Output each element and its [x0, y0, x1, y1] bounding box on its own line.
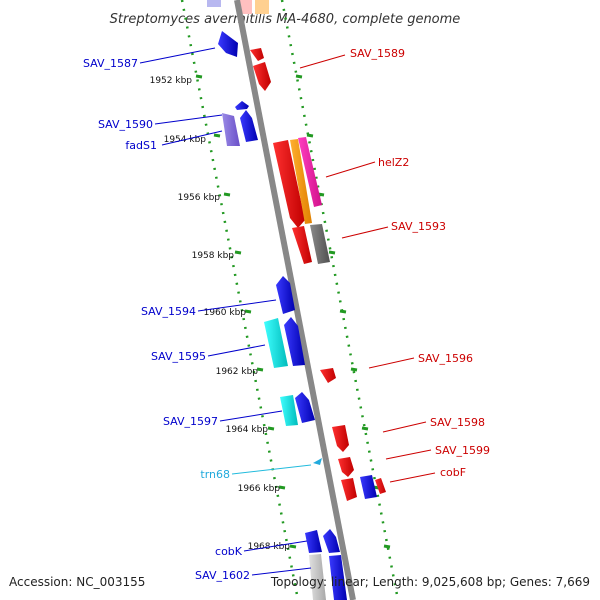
- gene-sav-1587[interactable]: [218, 31, 238, 57]
- label-sav-1593[interactable]: SAV_1593: [391, 220, 446, 233]
- gene-sav-1599[interactable]: [338, 457, 354, 477]
- gene-sav-1594[interactable]: [276, 276, 295, 314]
- track-right: [280, 0, 400, 600]
- leader-lines-left: [139, 47, 312, 576]
- gene-labels-right: SAV_1589 helZ2 SAV_1593 SAV_1596 SAV_159…: [350, 47, 490, 479]
- gene-helz2-red[interactable]: [273, 140, 305, 228]
- tick-label-1966: 1966 kbp: [238, 484, 281, 494]
- gene-sav-1590[interactable]: [240, 110, 258, 142]
- gene-top-3: [255, 0, 269, 14]
- gene-helz2-magenta[interactable]: [298, 137, 322, 207]
- gene-cobf[interactable]: [360, 475, 377, 499]
- label-sav-1602[interactable]: SAV_1602: [195, 569, 250, 582]
- gene-sav-1596[interactable]: [320, 368, 336, 383]
- gene-sav-1602[interactable]: [329, 555, 347, 600]
- label-sav-1589[interactable]: SAV_1589: [350, 47, 405, 60]
- leader-line-trn68: [231, 464, 312, 475]
- ticks-left: [195, 74, 297, 549]
- tick-label-1962: 1962 kbp: [216, 367, 259, 377]
- gene-sav-1589[interactable]: [253, 62, 271, 91]
- label-sav-1596[interactable]: SAV_1596: [418, 352, 473, 365]
- gene-sav-1602-silver[interactable]: [309, 554, 326, 600]
- gene-sav-1593-red[interactable]: [292, 226, 312, 264]
- tick-label-1958: 1958 kbp: [192, 251, 235, 261]
- gene-sav-1593-gray[interactable]: [310, 224, 330, 264]
- gene-fads1[interactable]: [222, 113, 240, 146]
- forward-genes: [218, 31, 347, 600]
- label-sav-1595[interactable]: SAV_1595: [151, 350, 206, 363]
- accession-text: Accession: NC_003155: [9, 575, 145, 589]
- gene-cobk-2[interactable]: [323, 529, 340, 553]
- gene-sav-1597-cyan[interactable]: [280, 395, 298, 426]
- label-cobk[interactable]: cobK: [215, 545, 243, 558]
- gene-sav-1595-cyan[interactable]: [264, 318, 288, 368]
- summary-text: Topology: linear; Length: 9,025,608 bp; …: [270, 575, 590, 589]
- gene-labels-left: SAV_1587 SAV_1590 fadS1 SAV_1594 SAV_159…: [83, 57, 250, 582]
- gene-sav-1595[interactable]: [284, 317, 305, 366]
- gene-trn68[interactable]: [313, 458, 322, 465]
- label-helz2[interactable]: helZ2: [378, 156, 409, 169]
- ticks-right: [295, 74, 391, 549]
- tick-label-1964: 1964 kbp: [226, 425, 269, 435]
- label-sav-1599[interactable]: SAV_1599: [435, 444, 490, 457]
- label-sav-1594[interactable]: SAV_1594: [141, 305, 196, 318]
- label-sav-1598[interactable]: SAV_1598: [430, 416, 485, 429]
- label-fads1[interactable]: fadS1: [125, 139, 157, 152]
- gene-small-forward[interactable]: [235, 101, 249, 110]
- label-cobf[interactable]: cobF: [440, 466, 466, 479]
- gene-cobf-tip[interactable]: [375, 478, 386, 494]
- backbone: [234, 0, 356, 600]
- label-trn68[interactable]: trn68: [200, 468, 230, 481]
- gene-sav-1589-small[interactable]: [250, 48, 264, 61]
- gene-helz2-orange[interactable]: [290, 139, 312, 224]
- gene-sav-1597[interactable]: [295, 392, 315, 423]
- tick-label-1956: 1956 kbp: [178, 193, 221, 203]
- gene-cobf-red[interactable]: [341, 478, 357, 501]
- tick-label-1952: 1952 kbp: [150, 76, 193, 86]
- label-sav-1597[interactable]: SAV_1597: [163, 415, 218, 428]
- label-sav-1590[interactable]: SAV_1590: [98, 118, 153, 131]
- tick-label-1960: 1960 kbp: [204, 308, 247, 318]
- label-sav-1587[interactable]: SAV_1587: [83, 57, 138, 70]
- gene-top-1: [207, 0, 221, 7]
- reverse-genes: [250, 48, 386, 501]
- leader-lines-right: [299, 54, 436, 483]
- gene-cobk[interactable]: [305, 530, 322, 553]
- gene-sav-1598[interactable]: [332, 425, 349, 452]
